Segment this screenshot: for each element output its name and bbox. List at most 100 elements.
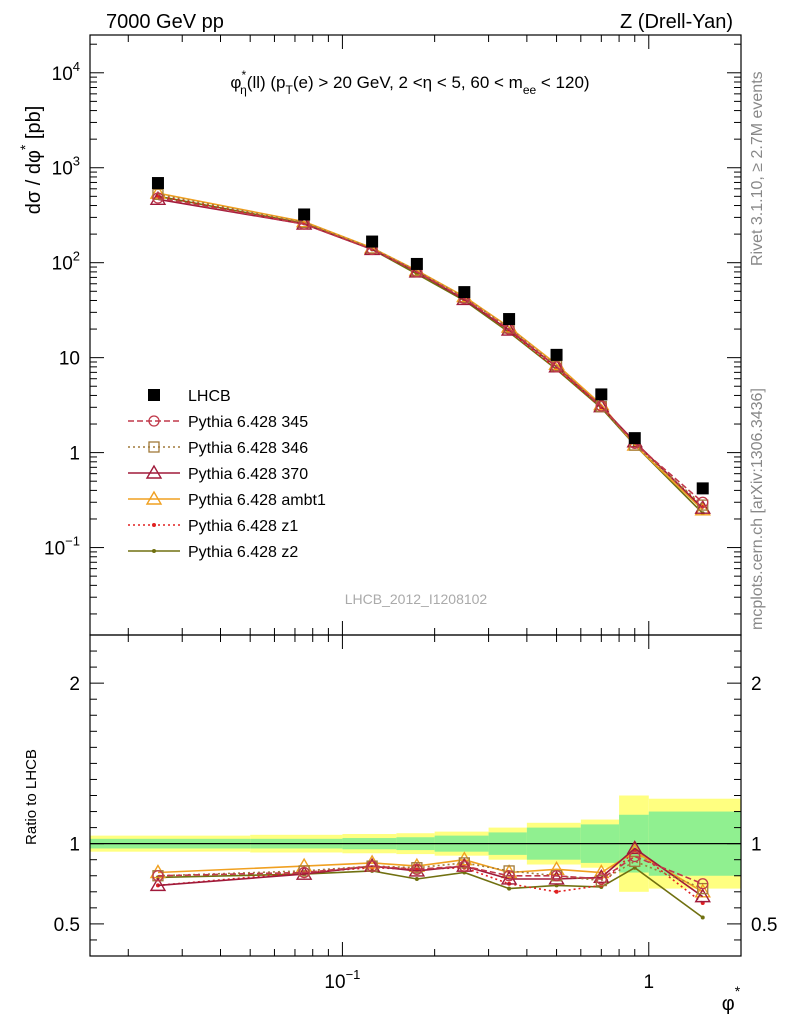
- data-point: [696, 482, 709, 495]
- ratio-point: [548, 870, 565, 885]
- data-point: [628, 432, 641, 445]
- ratio-point: [152, 870, 164, 882]
- main-y-tick-label: 1: [69, 444, 80, 465]
- data-point: [366, 235, 379, 248]
- ratio-point: [456, 851, 473, 866]
- ratio-point: [550, 870, 563, 882]
- ratio-point: [697, 878, 709, 890]
- legend-marker: [152, 523, 156, 527]
- data-point: [550, 361, 563, 373]
- data-point: [697, 496, 709, 508]
- legend-marker: [152, 549, 156, 553]
- ratio-y-tick-label: 1: [69, 835, 80, 856]
- data-point: [503, 313, 516, 326]
- data-point: [410, 257, 423, 270]
- ratio-point: [507, 886, 512, 891]
- x-tick-label: 10−1: [324, 967, 360, 993]
- series-pythia-6-428-z1: [155, 193, 705, 509]
- ratio-point: [295, 865, 313, 880]
- main-title: φ* η(ll) (pT(e) > 20 GeV, 2 <η < 5, 60 < …: [230, 68, 589, 97]
- ratio-point: [411, 863, 423, 875]
- ratio-y-tick-label-right: 0.5: [751, 915, 777, 936]
- legend-entry: LHCB: [148, 388, 231, 405]
- legend-label: Pythia 6.428 z2: [188, 544, 298, 561]
- data-point: [697, 499, 709, 511]
- main-y-axis-label: dσ / dφ* [pb]: [17, 106, 45, 215]
- ratio-point: [595, 873, 607, 885]
- mcplots-label: mcplots.cern.ch [arXiv:1306.3436]: [749, 388, 766, 630]
- rivet-version-label: Rivet 3.1.10, ≥ 2.7M events: [749, 71, 766, 266]
- data-point: [458, 286, 471, 299]
- series-line: [157, 195, 704, 508]
- ratio-line: [157, 866, 704, 919]
- data-point: [456, 291, 473, 306]
- ratio-point: [700, 915, 705, 920]
- series-line: [157, 198, 704, 509]
- series-pythia-6-428-346: [152, 188, 709, 511]
- ratio-line: [157, 855, 703, 885]
- legend-entry: Pythia 6.428 345: [128, 414, 308, 431]
- ratio-y-tick-label-right: 2: [751, 674, 762, 695]
- ratio-series-pythia-6-428-345: [152, 850, 709, 890]
- legend-label: Pythia 6.428 z1: [188, 518, 298, 535]
- legend-label: Pythia 6.428 ambt1: [188, 492, 326, 509]
- legend-entry: Pythia 6.428 z2: [128, 544, 298, 561]
- series-line: [157, 197, 704, 503]
- ratio-point: [694, 883, 711, 898]
- ratio-point: [694, 888, 711, 903]
- ratio-point: [155, 883, 160, 888]
- ratio-point: [626, 840, 643, 855]
- ratio-point: [629, 850, 641, 863]
- header-right-label: Z (Drell-Yan): [620, 11, 733, 33]
- legend-marker: [148, 441, 160, 453]
- legend-label: Pythia 6.428 370: [188, 466, 308, 483]
- legend-marker: [145, 490, 163, 505]
- data-point: [595, 400, 607, 412]
- ratio-x-axis-label: φ*: [722, 983, 741, 1015]
- main-y-tick-label: 102: [52, 249, 80, 275]
- ratio-y-tick-label: 0.5: [54, 915, 80, 936]
- legend-entry: Pythia 6.428 z1: [128, 518, 298, 535]
- ratio-point: [503, 870, 515, 882]
- data-point: [694, 499, 711, 514]
- ratio-point: [554, 889, 559, 894]
- legend-entry: Pythia 6.428 370: [128, 464, 308, 483]
- data-point: [550, 348, 563, 361]
- data-point: [298, 208, 311, 221]
- ratio-point: [149, 876, 167, 892]
- legend-label: LHCB: [188, 388, 231, 405]
- ratio-panel: 0.5 0.5 1 1 2 2 10−1 1 Ratio to LHCB φ*: [23, 634, 777, 1015]
- series-line: [157, 192, 704, 511]
- ratio-point: [458, 857, 470, 869]
- data-point: [149, 184, 167, 199]
- x-tick-label: 1: [643, 972, 654, 993]
- header-left-label: 7000 GeV pp: [106, 11, 224, 33]
- ratio-point: [366, 860, 378, 872]
- data-point: [152, 192, 164, 204]
- series-pythia-6-428-345: [152, 192, 709, 508]
- data-point: [152, 188, 164, 200]
- ratio-y-tick-label: 2: [69, 674, 80, 695]
- legend-marker: [145, 464, 163, 479]
- legend: LHCB Pythia 6.428 345 Pythia 6.428 346 Pyth…: [128, 388, 326, 561]
- data-point: [694, 501, 711, 516]
- ratio-point: [414, 876, 419, 881]
- data-point: [500, 321, 518, 336]
- legend-label: Pythia 6.428 345: [188, 414, 308, 431]
- ratio-y-tick-label-right: 1: [751, 835, 762, 856]
- ratio-point: [548, 860, 565, 876]
- main-y-tick-label: 10: [59, 349, 80, 370]
- ratio-point: [458, 860, 470, 872]
- ratio-point: [298, 866, 310, 879]
- main-y-tick-label: 103: [52, 154, 80, 180]
- series-lhcb: [151, 177, 709, 495]
- analysis-watermark: LHCB_2012_I1208102: [345, 591, 488, 607]
- main-panel: 10−1 1 10 102 103 104 φ* η(ll) (pT(e) > 20 GeV…: [17, 34, 742, 636]
- legend-entry: Pythia 6.428 ambt1: [128, 490, 326, 509]
- data-point: [595, 388, 608, 401]
- data-point: [151, 177, 164, 190]
- legend-marker: [148, 415, 160, 427]
- legend-entry: Pythia 6.428 346: [128, 440, 308, 457]
- ratio-y-axis-label: Ratio to LHCB: [23, 749, 40, 845]
- ratio-point: [408, 862, 426, 877]
